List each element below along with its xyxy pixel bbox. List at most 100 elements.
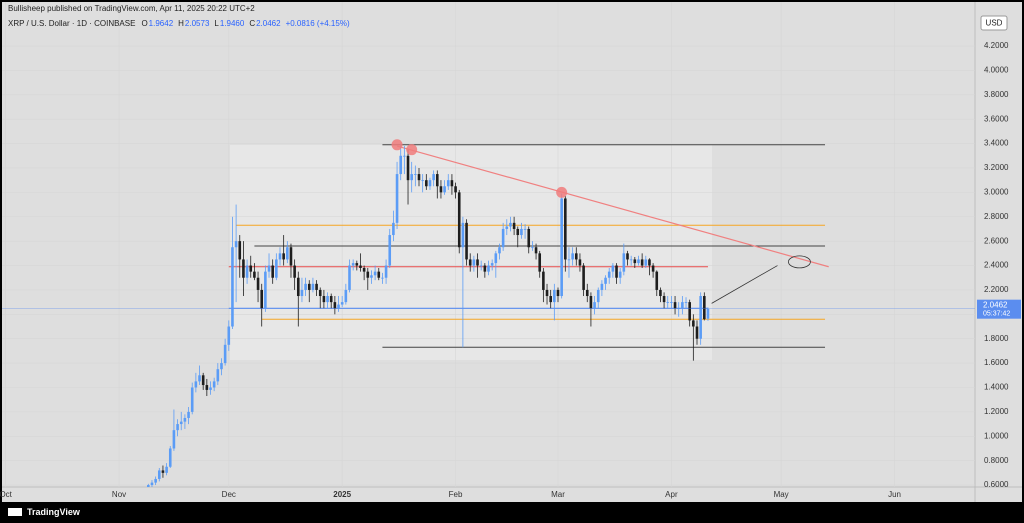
candle-body	[329, 296, 333, 303]
candle-body	[556, 289, 560, 297]
candle-body	[640, 259, 644, 266]
candle-body	[157, 470, 161, 479]
candle-body	[604, 277, 607, 284]
candle-body	[245, 265, 249, 278]
candle-body	[275, 259, 278, 278]
y-tick-label: 1.2000	[984, 407, 1009, 416]
candle-body	[670, 302, 673, 303]
candle-body	[596, 289, 600, 303]
symbol: XRP / U.S. Dollar · 1D · COINBASE	[8, 19, 135, 28]
candle-body	[571, 253, 574, 260]
candle-body	[253, 271, 256, 278]
candle-body	[531, 247, 534, 249]
legend-value: 2.0462	[256, 19, 281, 28]
candle-body	[307, 283, 311, 290]
candle-body	[443, 186, 446, 193]
candle-body	[611, 265, 615, 272]
touch-marker	[391, 139, 403, 151]
candle-body	[542, 271, 545, 290]
candle-body	[373, 271, 377, 276]
candle-body	[212, 381, 216, 388]
candle-body	[190, 387, 194, 412]
candle-body	[564, 198, 567, 260]
x-tick-label: Feb	[449, 490, 463, 499]
candle-body	[457, 192, 461, 248]
candle-body	[337, 304, 340, 309]
candle-body	[256, 277, 260, 290]
candle-body	[703, 296, 706, 320]
candle-body	[494, 253, 498, 264]
touch-marker	[406, 144, 418, 156]
candle-body	[172, 430, 176, 449]
candle-body	[198, 375, 201, 382]
candle-body	[498, 247, 501, 254]
candle-body	[684, 302, 688, 303]
candle-body	[673, 302, 677, 309]
candle-body	[286, 247, 289, 260]
candle-body	[582, 265, 585, 290]
candle-body	[381, 277, 384, 279]
x-tick-label: Oct	[0, 490, 13, 499]
candle-body	[340, 302, 344, 305]
candle-body	[589, 296, 593, 309]
x-tick-label: Apr	[665, 490, 678, 499]
candle-body	[421, 180, 424, 181]
price-tag	[977, 299, 1021, 319]
candle-body	[399, 155, 403, 175]
candle-body	[618, 271, 622, 278]
candle-body	[505, 226, 509, 229]
candle-body	[450, 180, 454, 187]
candle-body	[607, 271, 611, 278]
candle-body	[432, 174, 435, 181]
candle-body	[326, 296, 329, 303]
candle-body	[370, 275, 373, 278]
candle-body	[168, 448, 172, 467]
candle-body	[501, 228, 505, 248]
candle-body	[205, 385, 209, 390]
candle-body	[472, 259, 476, 266]
legend-label: O	[141, 19, 147, 28]
candle-body	[359, 265, 362, 268]
candle-body	[637, 259, 640, 264]
candle-body	[403, 155, 406, 157]
candle-body	[553, 289, 556, 303]
candle-body	[322, 296, 326, 303]
brand: TradingView	[27, 507, 81, 517]
x-tick-label: Nov	[112, 490, 126, 499]
footer	[2, 503, 1022, 521]
candle-body	[567, 259, 571, 261]
candle-body	[476, 259, 479, 266]
x-tick-label: Jun	[888, 490, 901, 499]
candle-body	[538, 253, 542, 272]
candle-body	[260, 289, 264, 309]
candle-body	[417, 174, 421, 181]
candle-body	[282, 253, 285, 260]
y-tick-label: 3.8000	[984, 90, 1009, 99]
candle-body	[574, 253, 578, 260]
price-tag-countdown: 05:37:42	[983, 311, 1010, 318]
candle-body	[296, 277, 300, 297]
candle-body	[348, 265, 351, 290]
candle-body	[293, 265, 296, 278]
y-tick-label: 2.8000	[984, 212, 1009, 221]
x-tick-label: Dec	[222, 490, 236, 499]
legend-value: 1.9460	[220, 19, 245, 28]
candle-body	[410, 174, 413, 181]
candle-body	[333, 302, 337, 309]
y-tick-label: 4.2000	[984, 41, 1009, 50]
target-ellipse	[788, 255, 811, 269]
candle-body	[629, 259, 633, 261]
candle-body	[392, 222, 395, 236]
candle-body	[527, 228, 531, 248]
y-tick-label: 1.6000	[984, 358, 1009, 367]
y-tick-label: 1.0000	[984, 431, 1009, 440]
candle-body	[183, 417, 187, 422]
currency-box[interactable]	[980, 15, 1008, 31]
candle-body	[147, 485, 150, 487]
x-tick-label: May	[774, 490, 789, 499]
candle-body	[688, 302, 691, 321]
candle-body	[655, 271, 659, 290]
candle-body	[479, 265, 483, 267]
